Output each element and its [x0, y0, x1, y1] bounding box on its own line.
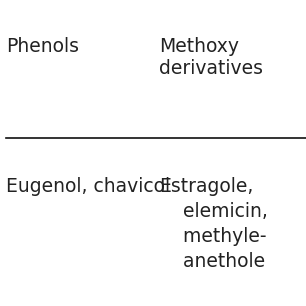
Text: Methoxy
derivatives: Methoxy derivatives [159, 37, 263, 78]
Text: Eugenol, chavicol: Eugenol, chavicol [6, 177, 170, 196]
Text: Phenols: Phenols [6, 37, 79, 56]
Text: Estragole,
    elemicin,
    methyle-
    anethole: Estragole, elemicin, methyle- anethole [159, 177, 268, 271]
